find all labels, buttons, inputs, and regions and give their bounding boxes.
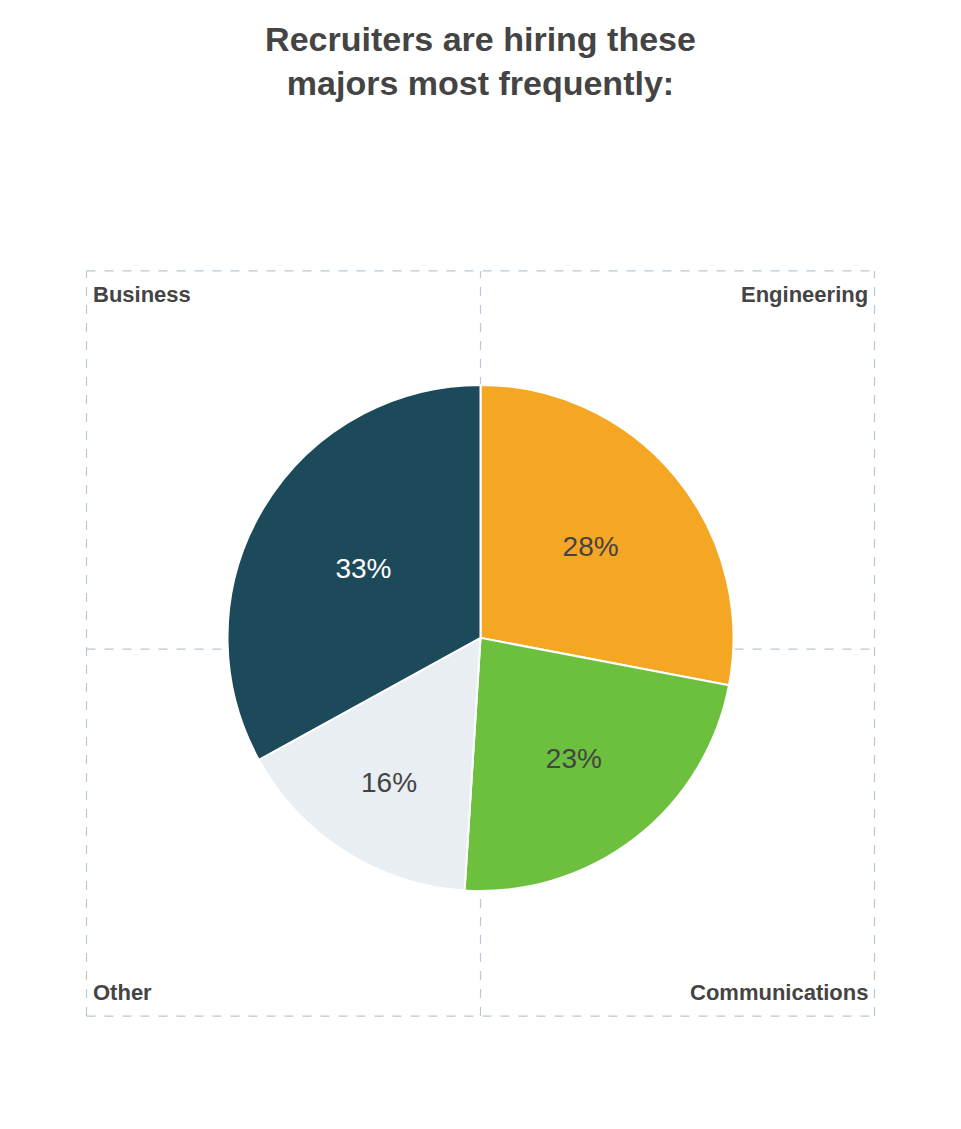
svg-text:Communications: Communications [690,980,868,1005]
svg-text:16%: 16% [361,767,417,798]
svg-text:33%: 33% [335,553,391,584]
svg-text:28%: 28% [563,531,619,562]
svg-text:Business: Business [93,282,191,307]
svg-text:Recruiters are hiring thesemaj: Recruiters are hiring thesemajors most f… [265,20,696,102]
svg-text:Engineering: Engineering [741,282,868,307]
svg-text:Other: Other [93,980,152,1005]
svg-text:23%: 23% [546,743,602,774]
